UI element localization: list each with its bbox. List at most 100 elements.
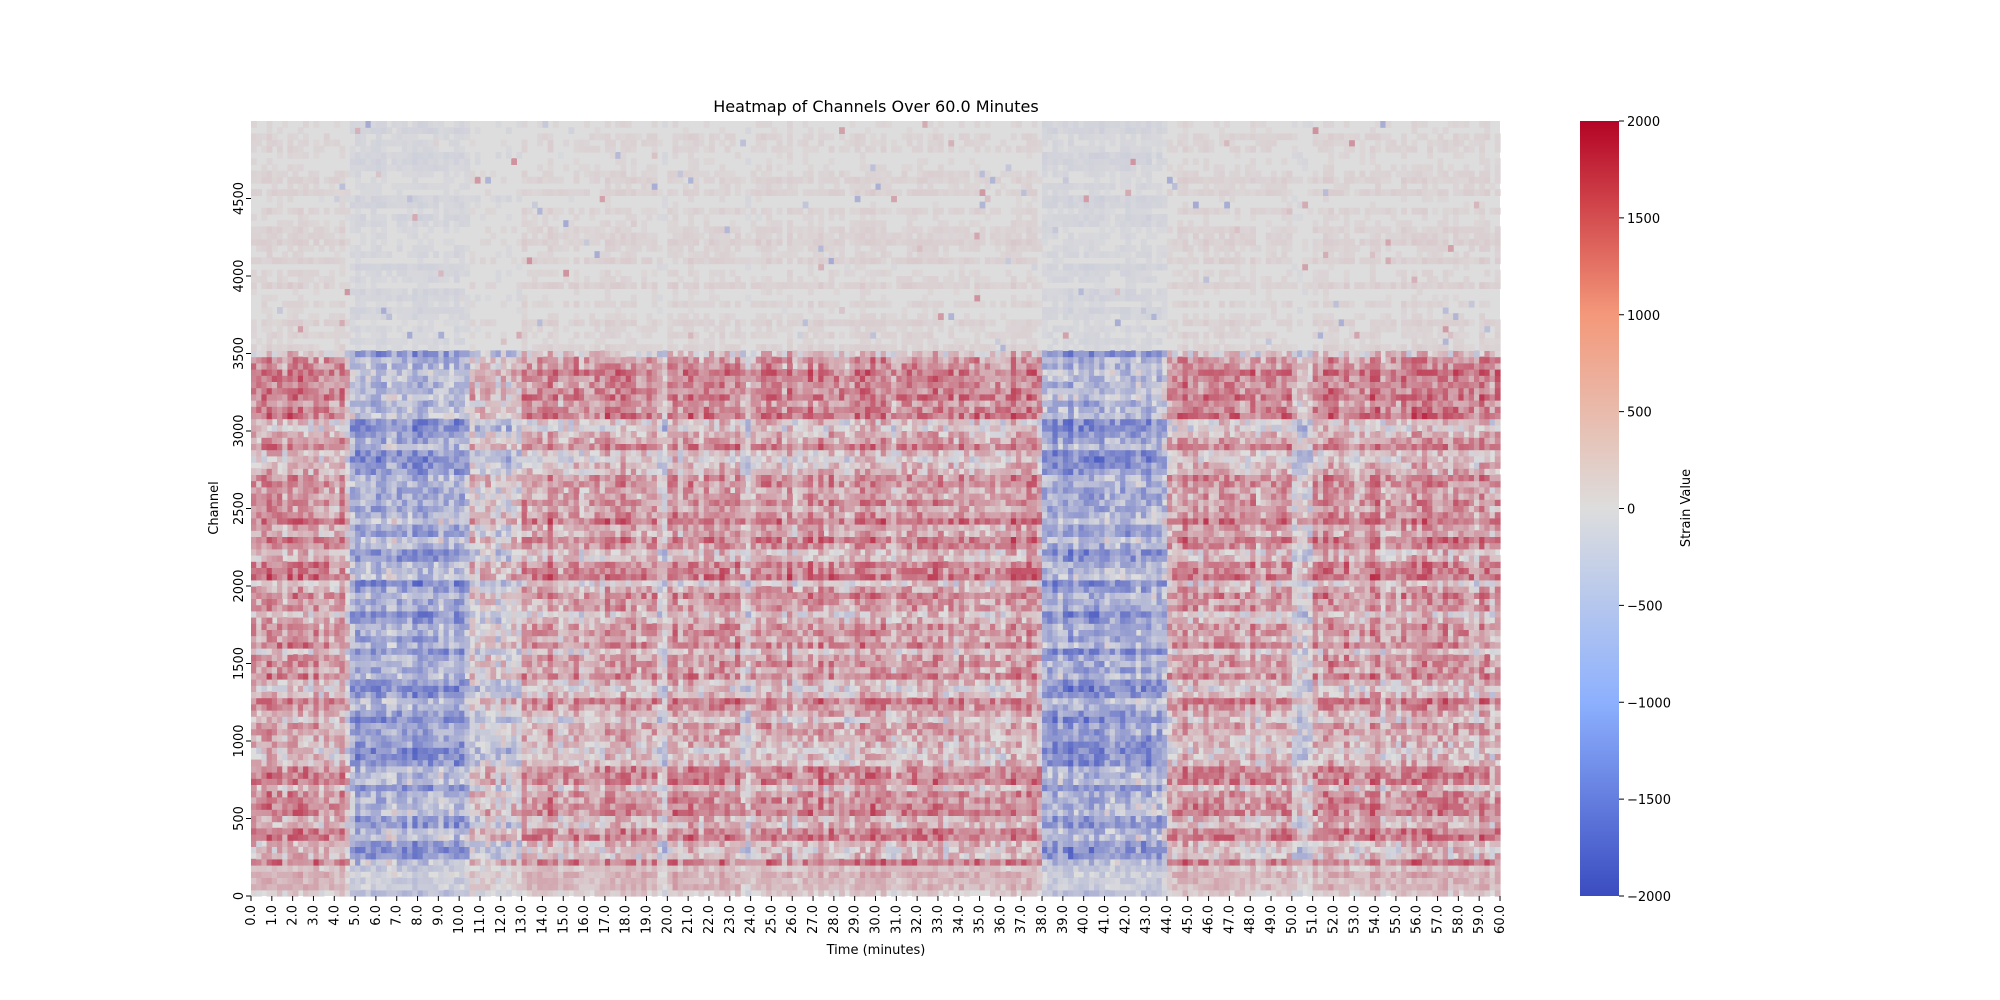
heatmap-cell bbox=[532, 883, 538, 891]
heatmap-cell bbox=[1182, 803, 1189, 810]
heatmap-cell bbox=[1333, 877, 1340, 885]
heatmap-cell bbox=[1260, 772, 1267, 779]
heatmap-cell bbox=[407, 765, 413, 773]
heatmap-cell bbox=[818, 803, 825, 810]
heatmap-cell bbox=[937, 852, 944, 860]
heatmap-cell bbox=[1401, 796, 1407, 804]
heatmap-cell bbox=[1281, 877, 1288, 885]
heatmap-cell bbox=[1177, 840, 1184, 847]
heatmap-cell bbox=[724, 790, 731, 798]
heatmap-cell bbox=[1130, 846, 1137, 854]
heatmap-cell bbox=[1453, 790, 1459, 798]
heatmap-cell bbox=[969, 858, 975, 866]
heatmap-cell bbox=[948, 796, 955, 804]
heatmap-cell bbox=[844, 809, 851, 816]
heatmap-cell bbox=[266, 809, 273, 816]
heatmap-cell bbox=[1109, 840, 1116, 847]
heatmap-cell bbox=[1323, 790, 1329, 798]
heatmap-cell bbox=[1359, 772, 1366, 779]
heatmap-cell bbox=[1328, 834, 1335, 841]
heatmap-cell bbox=[932, 784, 939, 792]
heatmap-cell bbox=[750, 846, 757, 854]
heatmap-cell bbox=[698, 827, 705, 835]
heatmap-cell bbox=[1192, 772, 1199, 779]
heatmap-cell bbox=[401, 815, 408, 823]
heatmap-cell bbox=[1432, 889, 1439, 897]
heatmap-cell bbox=[1010, 858, 1017, 866]
heatmap-cell bbox=[469, 784, 476, 792]
heatmap-cell bbox=[1151, 858, 1158, 866]
heatmap-cell bbox=[1042, 834, 1048, 841]
heatmap-cell bbox=[792, 834, 799, 841]
heatmap-cell bbox=[344, 840, 351, 847]
heatmap-cell bbox=[542, 821, 549, 829]
heatmap-cell bbox=[1323, 759, 1329, 767]
heatmap-cell bbox=[1458, 840, 1465, 847]
heatmap-cell bbox=[1182, 846, 1189, 854]
heatmap-cell bbox=[1421, 827, 1428, 835]
heatmap-cell bbox=[1047, 784, 1054, 792]
heatmap-cell bbox=[1317, 778, 1324, 785]
heatmap-cell bbox=[943, 809, 949, 816]
heatmap-cell bbox=[1130, 865, 1137, 872]
heatmap-cell bbox=[443, 834, 450, 841]
heatmap-cell bbox=[656, 796, 663, 804]
heatmap-cell bbox=[323, 778, 330, 785]
heatmap-cell bbox=[698, 834, 705, 841]
heatmap-cell bbox=[599, 877, 606, 885]
heatmap-cell bbox=[1302, 834, 1309, 841]
heatmap-cell bbox=[776, 834, 783, 841]
heatmap-cell bbox=[1406, 865, 1413, 872]
heatmap-cell bbox=[828, 858, 835, 866]
heatmap-cell bbox=[1385, 852, 1392, 860]
heatmap-cell bbox=[1234, 784, 1241, 792]
heatmap-cell bbox=[646, 871, 653, 878]
heatmap-cell bbox=[329, 803, 335, 810]
heatmap-cell bbox=[932, 883, 939, 891]
heatmap-cell bbox=[1166, 796, 1173, 804]
heatmap-cell bbox=[948, 840, 955, 847]
heatmap-cell bbox=[620, 852, 627, 860]
heatmap-cell bbox=[594, 883, 601, 891]
heatmap-cell bbox=[1265, 759, 1272, 767]
heatmap-cell bbox=[443, 871, 450, 878]
heatmap-cell bbox=[521, 871, 528, 878]
heatmap-cell bbox=[1182, 815, 1189, 823]
heatmap-cell bbox=[547, 778, 554, 785]
heatmap-cell bbox=[917, 877, 923, 885]
heatmap-cell bbox=[1068, 846, 1074, 854]
heatmap-cell bbox=[776, 858, 783, 866]
heatmap-cell bbox=[1114, 803, 1121, 810]
heatmap-cell bbox=[1021, 759, 1028, 767]
heatmap-cell bbox=[1094, 815, 1100, 823]
heatmap-cell bbox=[360, 821, 367, 829]
heatmap-cell bbox=[1198, 834, 1204, 841]
heatmap-cell bbox=[495, 790, 502, 798]
heatmap-cell bbox=[875, 852, 882, 860]
heatmap-cell bbox=[797, 759, 804, 767]
heatmap-cell bbox=[995, 858, 1001, 866]
heatmap-cell bbox=[719, 772, 726, 779]
heatmap-cell bbox=[1114, 772, 1121, 779]
heatmap-cell bbox=[542, 846, 549, 854]
heatmap-cell bbox=[1083, 821, 1090, 829]
heatmap-cell bbox=[693, 796, 700, 804]
heatmap-cell bbox=[1062, 765, 1069, 773]
heatmap-cell bbox=[1239, 821, 1246, 829]
heatmap-cell bbox=[755, 784, 762, 792]
heatmap-cell bbox=[323, 809, 330, 816]
heatmap-cell bbox=[891, 834, 897, 841]
heatmap-cell bbox=[1146, 796, 1152, 804]
heatmap-cell bbox=[1130, 840, 1137, 847]
heatmap-cell bbox=[1291, 883, 1298, 891]
heatmap-cell bbox=[1479, 871, 1485, 878]
heatmap-cell bbox=[1260, 883, 1267, 891]
heatmap-cell bbox=[865, 889, 871, 897]
heatmap-cell bbox=[1297, 765, 1303, 773]
heatmap-cell bbox=[433, 883, 439, 891]
heatmap-cell bbox=[266, 753, 273, 761]
heatmap-cell bbox=[1016, 834, 1022, 841]
heatmap-cell bbox=[391, 877, 398, 885]
heatmap-cell bbox=[943, 778, 949, 785]
heatmap-cell bbox=[625, 877, 632, 885]
